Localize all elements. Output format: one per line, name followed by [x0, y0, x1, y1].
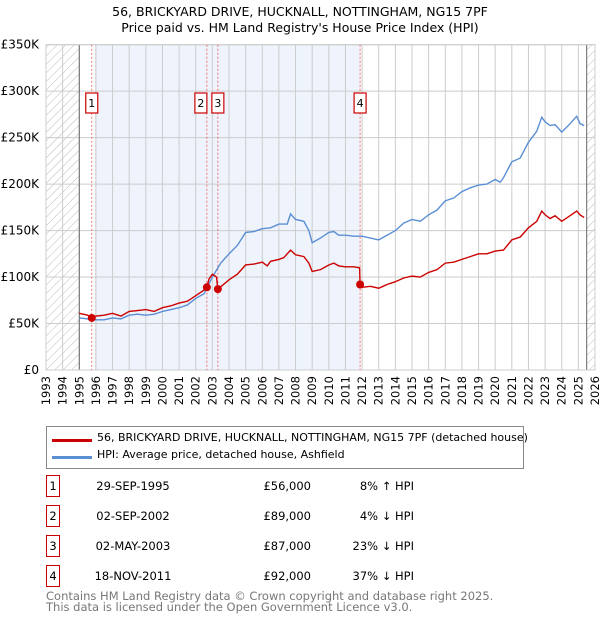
x-tick-label: 2012: [355, 376, 369, 405]
price-chart: 1993 1994 1995 1996 1997 1998 1999 2000 2001 2002…: [1, 38, 600, 406]
sale-price: £89,000: [263, 509, 311, 523]
sale-label: 1: [88, 97, 95, 110]
x-tick-label: 2017: [438, 376, 452, 405]
transaction-row: 3 02-MAY-2003 £87,000 23% ↓ HPI: [46, 535, 446, 557]
sale-price: £56,000: [263, 479, 311, 493]
chart-subtitle: Price paid vs. HM Land Registry's House …: [121, 20, 479, 35]
hpi-diff: 4% ↓ HPI: [359, 509, 414, 523]
sale-label-box: [353, 92, 367, 114]
property-price-line: [79, 209, 585, 319]
sale-label: 2: [197, 97, 204, 110]
x-tick-label: 2014: [388, 376, 402, 405]
sale-marker-badge: 2: [46, 505, 60, 527]
x-tick-label: 2009: [305, 376, 319, 405]
plot-border: [45, 44, 596, 371]
y-tick-label: £50K: [8, 317, 40, 331]
hatched-region-right: [586, 44, 595, 370]
legend-swatch-hpi: [52, 456, 92, 459]
sale-date: 18-NOV-2011: [94, 569, 172, 583]
x-tick-label: 1999: [139, 376, 153, 405]
x-tick-label: 2002: [189, 376, 203, 405]
x-tick-label: 2026: [588, 376, 600, 405]
x-tick-label: 2016: [422, 376, 436, 405]
hpi-diff: 23% ↓ HPI: [352, 539, 414, 553]
x-tick-label: 1996: [89, 376, 103, 405]
chart-title: 56, BRICKYARD DRIVE, HUCKNALL, NOTTINGHA…: [112, 4, 488, 19]
legend: 56, BRICKYARD DRIVE, HUCKNALL, NOTTINGHA…: [46, 426, 528, 469]
x-tick-label: 2011: [338, 376, 352, 405]
x-tick-label: 1993: [39, 376, 53, 405]
sale-price: £87,000: [263, 539, 311, 553]
x-tick-label: 2024: [555, 376, 569, 405]
sale-date: 29-SEP-1995: [96, 479, 170, 493]
shaded-period: [95, 44, 361, 370]
y-tick-label: £300K: [1, 84, 41, 98]
sale-label: 3: [214, 97, 221, 110]
x-tick-label: 2022: [521, 376, 535, 405]
hpi-diff: 8% ↑ HPI: [359, 479, 414, 493]
x-tick-label: 2000: [155, 376, 169, 405]
x-tick-label: 2015: [405, 376, 419, 405]
hpi-line: [79, 114, 585, 321]
x-tick-label: 2003: [205, 376, 219, 405]
x-tick-label: 2021: [505, 376, 519, 405]
y-tick-label: £150K: [1, 224, 41, 238]
y-tick-label: £250K: [1, 131, 41, 145]
legend-hpi: HPI: Average price, detached house, Ashf…: [97, 448, 345, 461]
sale-date: 02-MAY-2003: [95, 539, 171, 553]
y-tick-label: £350K: [1, 38, 41, 52]
x-tick-label: 2018: [455, 376, 469, 405]
x-tick-label: 2019: [472, 376, 486, 405]
x-tick-label: 2025: [571, 376, 585, 405]
transaction-row: 2 02-SEP-2002 £89,000 4% ↓ HPI: [46, 505, 446, 527]
sale-point: [87, 313, 96, 322]
sale-date: 02-SEP-2002: [96, 509, 170, 523]
legend-swatch-property: [52, 439, 92, 442]
sale-point: [213, 285, 222, 294]
footer-copyright: Contains HM Land Registry data © Crown c…: [46, 589, 494, 603]
footer-licence: This data is licensed under the Open Gov…: [46, 600, 413, 614]
sale-marker-badge: 1: [46, 475, 60, 497]
sale-point: [202, 283, 211, 292]
sale-label-box: [194, 92, 208, 114]
y-tick-label: £0: [24, 363, 39, 377]
x-tick-label: 1995: [72, 376, 86, 405]
y-tick-label: £100K: [1, 270, 41, 284]
x-tick-label: 1997: [106, 376, 120, 405]
x-tick-label: 2001: [172, 376, 186, 405]
x-tick-label: 2007: [272, 376, 286, 405]
x-tick-label: 2005: [239, 376, 253, 405]
legend-property: 56, BRICKYARD DRIVE, HUCKNALL, NOTTINGHA…: [97, 431, 528, 444]
transaction-row: 4 18-NOV-2011 £92,000 37% ↓ HPI: [46, 565, 446, 587]
transaction-row: 1 29-SEP-1995 £56,000 8% ↑ HPI: [46, 475, 446, 497]
x-tick-label: 2010: [322, 376, 336, 405]
x-tick-label: 1998: [122, 376, 136, 405]
sale-price: £92,000: [263, 569, 311, 583]
sale-label-box: [211, 92, 225, 114]
x-tick-label: 2004: [222, 376, 236, 405]
sale-marker-badge: 3: [46, 535, 60, 557]
x-tick-label: 1994: [56, 376, 70, 405]
sale-label-box: [85, 92, 99, 114]
x-tick-label: 2020: [488, 376, 502, 405]
x-tick-label: 2006: [255, 376, 269, 405]
sale-marker-badge: 4: [46, 565, 60, 587]
x-tick-label: 2013: [372, 376, 386, 405]
x-tick-label: 2008: [289, 376, 303, 405]
x-tick-label: 2023: [538, 376, 552, 405]
y-tick-label: £200K: [1, 177, 41, 191]
hpi-diff: 37% ↓ HPI: [352, 569, 414, 583]
sale-label: 4: [357, 97, 364, 110]
sale-point: [356, 280, 365, 289]
